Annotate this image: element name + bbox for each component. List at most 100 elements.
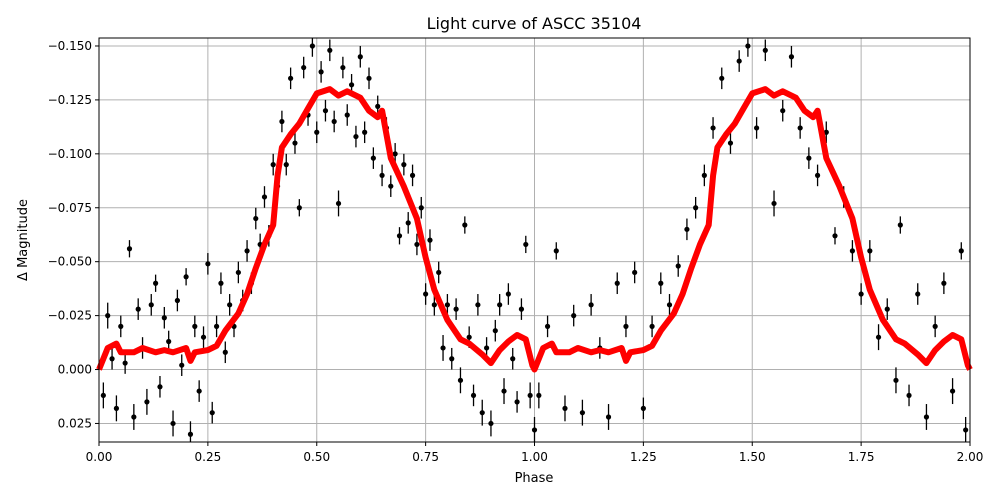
y-axis-label: Δ Magnitude <box>16 199 31 281</box>
observation-point <box>527 392 533 399</box>
observation-point <box>806 155 812 161</box>
observation-point <box>510 356 516 362</box>
axes-ticks: 0.00 0.25 0.50 0.75 1.00 1.25 1.50 1.75 2.00 −0.1… <box>48 39 984 464</box>
observation-point <box>318 69 324 75</box>
observation-point <box>183 274 189 280</box>
plot-frame <box>98 37 971 443</box>
observation-point <box>235 269 241 276</box>
observation-point <box>301 64 307 71</box>
grid <box>98 38 971 442</box>
observation-point <box>754 125 760 131</box>
observation-point <box>126 246 133 252</box>
observation-point <box>788 54 795 60</box>
observation-point <box>736 58 742 64</box>
observation-point <box>906 392 912 399</box>
observation-point <box>362 129 368 135</box>
observation-point <box>401 162 407 168</box>
observation-point <box>187 431 194 437</box>
observation-point <box>544 323 551 329</box>
x-tick-label: 1.75 <box>848 450 875 464</box>
observation-point <box>209 410 215 416</box>
observation-point <box>348 82 355 88</box>
observation-point <box>632 269 638 276</box>
y-tick-label: −0.125 <box>48 93 92 107</box>
observation-point <box>514 399 520 405</box>
observation-point <box>196 388 202 394</box>
observation-point <box>462 222 468 228</box>
chart-title: Light curve of ASCC 35104 <box>427 14 642 33</box>
observation-point <box>719 75 725 81</box>
observation-point <box>518 306 525 312</box>
observation-point <box>915 291 921 297</box>
observation-point <box>479 410 485 416</box>
observation-point <box>270 162 276 168</box>
observation-point <box>418 205 424 211</box>
observation-point <box>227 302 233 308</box>
observation-point <box>745 43 751 49</box>
observation-point <box>814 172 821 178</box>
observation-point <box>932 323 938 329</box>
observation-point <box>388 183 394 189</box>
observation-point <box>109 356 115 362</box>
y-tick-label: −0.150 <box>48 39 92 53</box>
observation-point <box>370 155 376 161</box>
observation-point <box>658 280 664 286</box>
x-tick-label: 0.50 <box>303 450 330 464</box>
x-tick-label: 1.00 <box>521 450 548 464</box>
observation-point <box>849 248 856 254</box>
observation-point <box>762 47 768 53</box>
observation-point <box>379 172 385 178</box>
observation-point <box>453 306 459 312</box>
observation-point <box>192 323 198 329</box>
observation-point <box>131 414 137 420</box>
observation-point <box>205 261 211 267</box>
observation-point <box>423 291 429 297</box>
observation-point <box>675 263 681 269</box>
observation-point <box>200 334 207 340</box>
observation-point <box>614 280 620 286</box>
observation-point <box>875 334 882 340</box>
observation-point <box>118 323 124 329</box>
observation-point <box>444 302 450 308</box>
observation-point <box>457 377 464 383</box>
y-tick-label: −0.050 <box>48 255 92 269</box>
observation-point <box>409 172 416 178</box>
x-tick-label: 1.50 <box>739 450 766 464</box>
observation-point <box>322 108 329 114</box>
observation-point <box>135 306 141 312</box>
observation-point <box>949 388 956 394</box>
observation-point <box>153 280 159 286</box>
observation-point <box>780 108 786 114</box>
observation-point <box>623 323 629 329</box>
observation-point <box>710 125 716 131</box>
observation-point <box>701 172 707 178</box>
observation-point <box>941 280 947 286</box>
observation-point <box>148 302 154 308</box>
observation-point <box>366 75 372 81</box>
observation-point <box>958 248 964 254</box>
observation-point <box>771 200 777 207</box>
observation-point <box>283 162 289 168</box>
x-axis-label: Phase <box>515 471 554 486</box>
x-tick-label: 2.00 <box>957 450 984 464</box>
observation-point <box>218 280 224 286</box>
observation-point <box>505 291 511 297</box>
observation-point <box>449 356 455 362</box>
observation-point <box>897 222 903 228</box>
observation-point <box>375 103 381 109</box>
observation-point <box>501 388 507 394</box>
observation-point <box>427 237 433 243</box>
observation-point <box>693 205 699 211</box>
observation-point <box>244 248 250 254</box>
observation-point <box>314 129 320 135</box>
observation-point <box>414 241 420 248</box>
observation-point <box>858 291 864 297</box>
observation-point <box>436 269 442 276</box>
observation-point <box>492 328 498 334</box>
observation-point <box>867 248 873 254</box>
observation-point <box>174 297 180 304</box>
observation-point <box>327 47 333 53</box>
observation-point <box>392 151 398 157</box>
